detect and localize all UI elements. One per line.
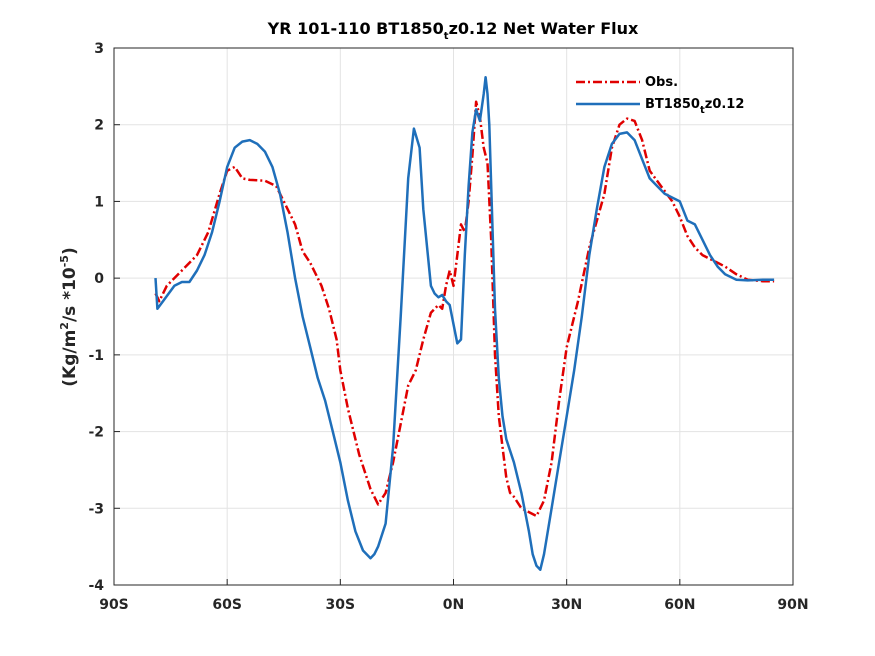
chart-title-prefix: YR 101-110 BT1850 xyxy=(267,19,444,38)
y-axis-label-suffix: ) xyxy=(60,247,80,255)
x-tick-label: 90N xyxy=(777,597,808,613)
grid xyxy=(113,47,794,586)
y-tick-label: -2 xyxy=(88,425,104,441)
y-tick-label: -4 xyxy=(88,578,104,594)
legend-label-obs-prefix: Obs. xyxy=(645,75,678,90)
x-tick-label: 30N xyxy=(551,597,582,613)
x-tick-label: 60N xyxy=(664,597,695,613)
series-lines xyxy=(154,75,775,571)
series-line-bt1850 xyxy=(154,75,775,571)
chart-title-subscript: t xyxy=(444,31,449,42)
y-tick-label: -1 xyxy=(88,348,104,364)
y-tick-label: 1 xyxy=(94,194,104,210)
y-tick-label: 0 xyxy=(94,271,104,287)
legend-label-bt1850-suffix: z0.12 xyxy=(705,97,745,112)
chart-title: YR 101-110 BT1850tz0.12 Net Water Flux xyxy=(267,19,639,42)
x-tick-label: 90S xyxy=(99,597,129,613)
x-tick-label: 0N xyxy=(443,597,464,613)
y-axis-label-prefix: (Kg/m xyxy=(60,330,80,387)
y-tick-label: 3 xyxy=(94,41,104,57)
x-tick-label: 30S xyxy=(326,597,356,613)
legend-label-bt1850: BT1850tz0.12 xyxy=(645,97,744,116)
x-axis: 90S 60S 30S 0N 30N 60N 90N xyxy=(99,579,809,613)
y-axis-label: (Kg/m2/s *10-5) xyxy=(58,247,80,387)
legend: Obs. BT1850tz0.12 xyxy=(576,75,744,116)
y-tick-label: 2 xyxy=(94,118,104,134)
y-tick-label: -3 xyxy=(88,501,104,517)
y-axis-label-sup1: 2 xyxy=(58,322,71,330)
series-line-obs xyxy=(154,100,775,518)
x-tick-label: 60S xyxy=(212,597,242,613)
legend-label-obs: Obs. xyxy=(645,75,678,90)
legend-label-bt1850-subscript: t xyxy=(700,105,705,116)
y-axis-label-sup2: -5 xyxy=(58,255,71,267)
y-axis: -4 -3 -2 -1 0 1 2 3 xyxy=(88,41,120,594)
legend-label-bt1850-prefix: BT1850 xyxy=(645,97,700,112)
y-axis-label-mid: /s *10 xyxy=(60,267,80,322)
chart-title-suffix: z0.12 Net Water Flux xyxy=(449,19,639,38)
